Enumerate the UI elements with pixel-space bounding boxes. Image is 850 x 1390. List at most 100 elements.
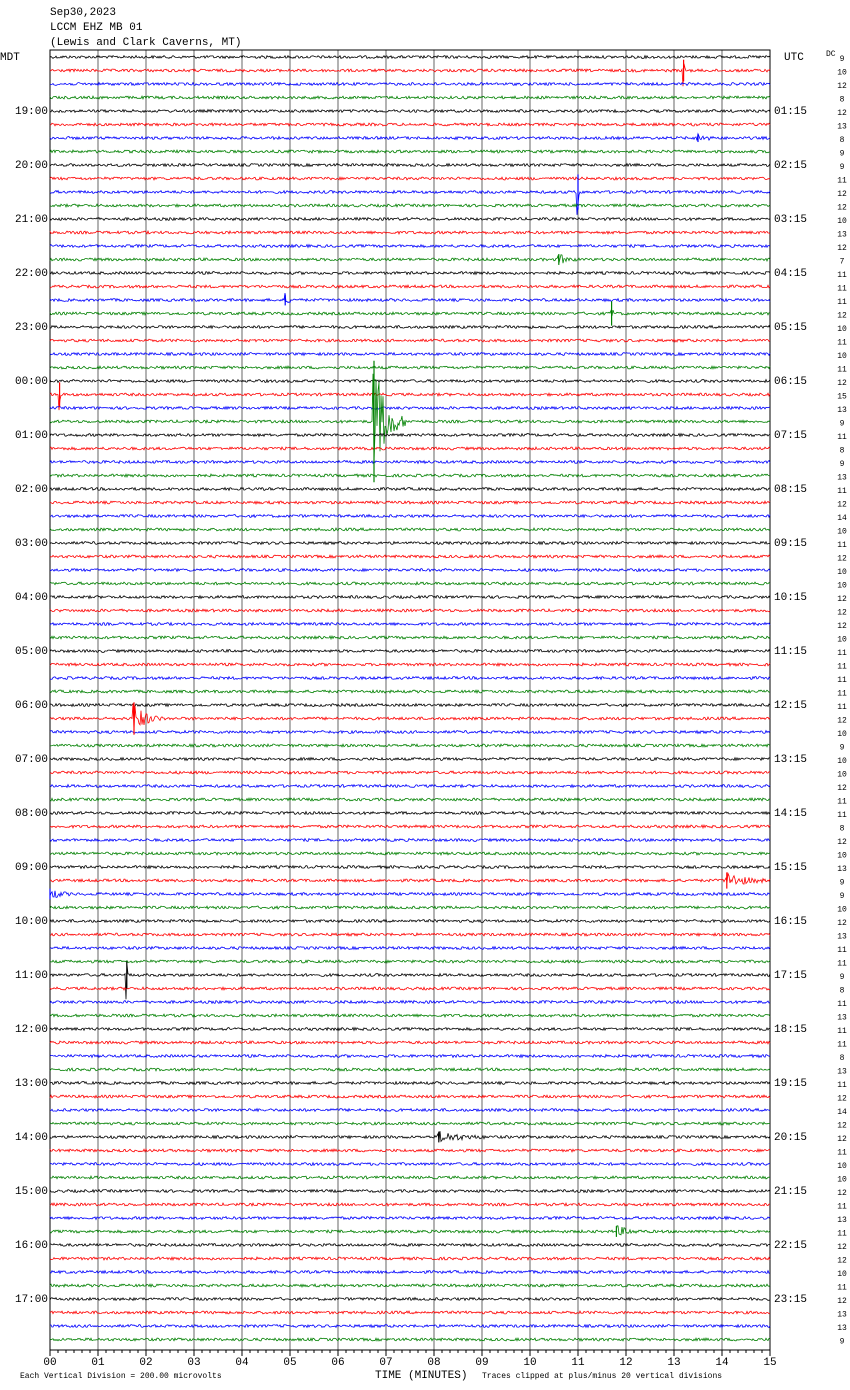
dc-value: 10 xyxy=(837,1270,847,1279)
trace xyxy=(49,581,771,586)
dc-value: 13 xyxy=(837,865,847,874)
dc-title: DC xyxy=(826,50,836,59)
dc-value: 11 xyxy=(837,1041,847,1050)
trace xyxy=(49,1175,770,1180)
trace xyxy=(49,108,771,114)
trace xyxy=(49,81,771,87)
left-time-label: 20:00 xyxy=(15,160,48,172)
dc-value: 12 xyxy=(837,838,847,847)
left-time-label: 19:00 xyxy=(15,106,48,118)
trace xyxy=(49,1012,771,1018)
dc-value: 10 xyxy=(837,1162,847,1171)
trace xyxy=(49,837,771,843)
trace xyxy=(49,756,771,762)
dc-value: 11 xyxy=(837,1284,847,1293)
trace xyxy=(49,1225,771,1236)
trace xyxy=(49,284,771,289)
trace xyxy=(49,432,771,438)
trace xyxy=(49,864,771,870)
x-tick-label: 11 xyxy=(571,1357,585,1369)
trace xyxy=(49,959,771,964)
x-tick-label: 02 xyxy=(139,1357,152,1369)
right-time-label: 12:15 xyxy=(774,700,807,712)
dc-value: 11 xyxy=(837,703,847,712)
trace xyxy=(49,797,771,802)
dc-value: 13 xyxy=(837,933,847,942)
right-time-label: 04:15 xyxy=(774,268,807,280)
left-time-label: 06:00 xyxy=(15,700,48,712)
trace xyxy=(49,270,771,276)
left-time-label: 10:00 xyxy=(15,916,48,928)
left-time-label: 07:00 xyxy=(15,754,48,766)
right-time-label: 14:15 xyxy=(774,808,807,820)
right-time-label: 08:15 xyxy=(774,484,807,496)
trace xyxy=(49,1215,771,1221)
left-time-label: 09:00 xyxy=(15,862,48,874)
trace xyxy=(50,500,771,506)
dc-value: 12 xyxy=(837,312,847,321)
trace xyxy=(49,1121,770,1126)
dc-value: 12 xyxy=(837,919,847,928)
scale-note: Each Vertical Division = 200.00 microvol… xyxy=(20,1372,222,1381)
dc-value: 11 xyxy=(837,177,847,186)
dc-value: 12 xyxy=(837,1297,847,1306)
trace xyxy=(49,702,771,708)
dc-value: 11 xyxy=(837,690,847,699)
dc-value: 12 xyxy=(837,1095,847,1104)
right-time-label: 16:15 xyxy=(774,916,807,928)
trace xyxy=(49,527,771,532)
dc-value: 11 xyxy=(837,1149,847,1158)
dc-value: 12 xyxy=(837,622,847,631)
trace xyxy=(49,729,771,735)
trace xyxy=(49,851,771,856)
trace xyxy=(49,1148,770,1153)
trace xyxy=(49,1161,771,1167)
trace xyxy=(49,176,771,181)
trace xyxy=(49,54,771,60)
trace xyxy=(49,373,771,462)
dc-value: 11 xyxy=(837,649,847,658)
right-time-label: 02:15 xyxy=(774,160,807,172)
left-time-label: 02:00 xyxy=(15,484,48,496)
right-time-label: 15:15 xyxy=(774,862,807,874)
right-time-label: 20:15 xyxy=(774,1132,807,1144)
dc-value: 14 xyxy=(837,514,847,523)
trace xyxy=(49,871,771,885)
trace xyxy=(49,203,771,208)
trace xyxy=(50,1107,771,1113)
x-tick-label: 13 xyxy=(667,1357,680,1369)
trace xyxy=(49,459,771,465)
left-time-label: 04:00 xyxy=(15,592,48,604)
left-time-label: 17:00 xyxy=(15,1294,48,1306)
dc-value: 9 xyxy=(840,879,845,888)
dc-value: 12 xyxy=(837,501,847,510)
left-time-label: 03:00 xyxy=(15,538,48,550)
dc-value: 11 xyxy=(837,298,847,307)
dc-value: 13 xyxy=(837,231,847,240)
right-time-label: 01:15 xyxy=(774,106,807,118)
dc-value: 9 xyxy=(840,55,845,64)
trace xyxy=(49,1131,771,1143)
trace xyxy=(49,824,771,830)
trace xyxy=(49,148,771,154)
trace xyxy=(49,1283,771,1289)
trace xyxy=(49,229,771,235)
trace xyxy=(49,1080,771,1086)
dc-value: 10 xyxy=(837,568,847,577)
trace xyxy=(49,405,771,411)
dc-value: 13 xyxy=(837,1324,847,1333)
dc-value: 11 xyxy=(837,663,847,672)
dc-value: 7 xyxy=(840,258,845,267)
dc-value: 11 xyxy=(837,946,847,955)
right-time-label: 07:15 xyxy=(774,430,807,442)
dc-value: 10 xyxy=(837,636,847,645)
dc-value: 11 xyxy=(837,811,847,820)
dc-value: 13 xyxy=(837,406,847,415)
trace xyxy=(49,293,771,304)
x-tick-label: 07 xyxy=(379,1357,392,1369)
trace xyxy=(49,1094,771,1100)
trace xyxy=(49,689,771,695)
dc-value: 9 xyxy=(840,892,845,901)
trace xyxy=(49,621,771,627)
